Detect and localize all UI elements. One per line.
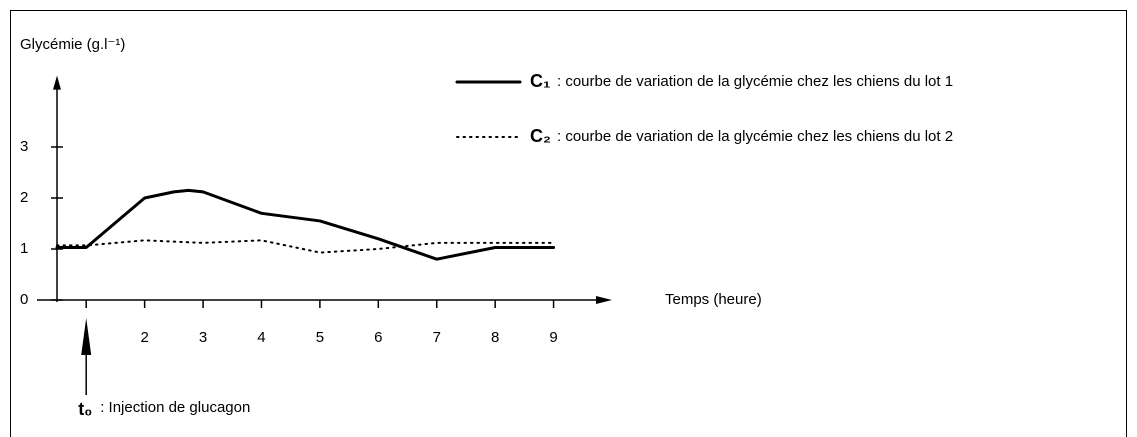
x-axis-arrow bbox=[596, 296, 612, 304]
annotation-text: : Injection de glucagon bbox=[100, 399, 250, 416]
frame bbox=[10, 10, 1127, 437]
x-tick-label: 5 bbox=[316, 329, 324, 346]
line-series bbox=[56, 239, 555, 254]
x-tick-label: 9 bbox=[549, 329, 557, 346]
y-tick-label: 1 bbox=[20, 240, 28, 257]
legend-name: C₁ bbox=[530, 71, 550, 91]
legend-name: C₂ bbox=[530, 126, 551, 146]
y-tick-label: 0 bbox=[20, 291, 28, 308]
annotation-arrow bbox=[81, 318, 92, 355]
x-axis-label: Temps (heure) bbox=[665, 291, 762, 308]
y-tick-label: 3 bbox=[20, 138, 28, 155]
x-tick-label: 4 bbox=[257, 329, 265, 346]
x-tick-label: 8 bbox=[491, 329, 499, 346]
legend-text: : courbe de variation de la glycémie che… bbox=[557, 128, 953, 145]
x-tick-label: 3 bbox=[199, 329, 207, 346]
x-tick-label: 6 bbox=[374, 329, 382, 346]
legend-text: : courbe de variation de la glycémie che… bbox=[557, 73, 953, 90]
line-series bbox=[55, 188, 556, 261]
annotation-label: t₀ bbox=[78, 399, 92, 419]
x-tick-label: 7 bbox=[433, 329, 441, 346]
y-tick-label: 2 bbox=[20, 189, 28, 206]
y-axis-label: Glycémie (g.l⁻¹) bbox=[20, 36, 125, 53]
y-axis-arrow bbox=[53, 75, 61, 90]
x-tick-label: 2 bbox=[140, 329, 148, 346]
